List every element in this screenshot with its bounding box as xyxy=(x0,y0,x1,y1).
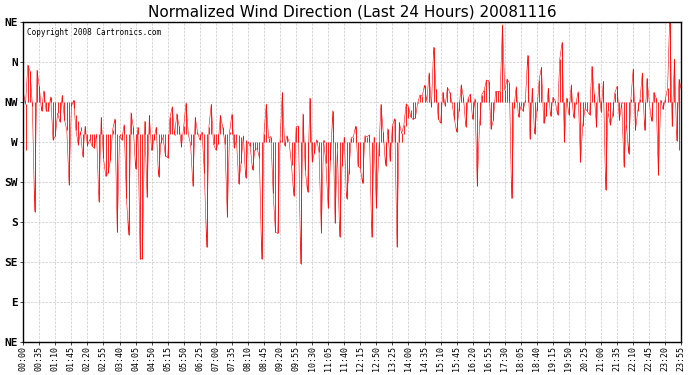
Title: Normalized Wind Direction (Last 24 Hours) 20081116: Normalized Wind Direction (Last 24 Hours… xyxy=(148,4,557,19)
Text: Copyright 2008 Cartronics.com: Copyright 2008 Cartronics.com xyxy=(26,28,161,37)
